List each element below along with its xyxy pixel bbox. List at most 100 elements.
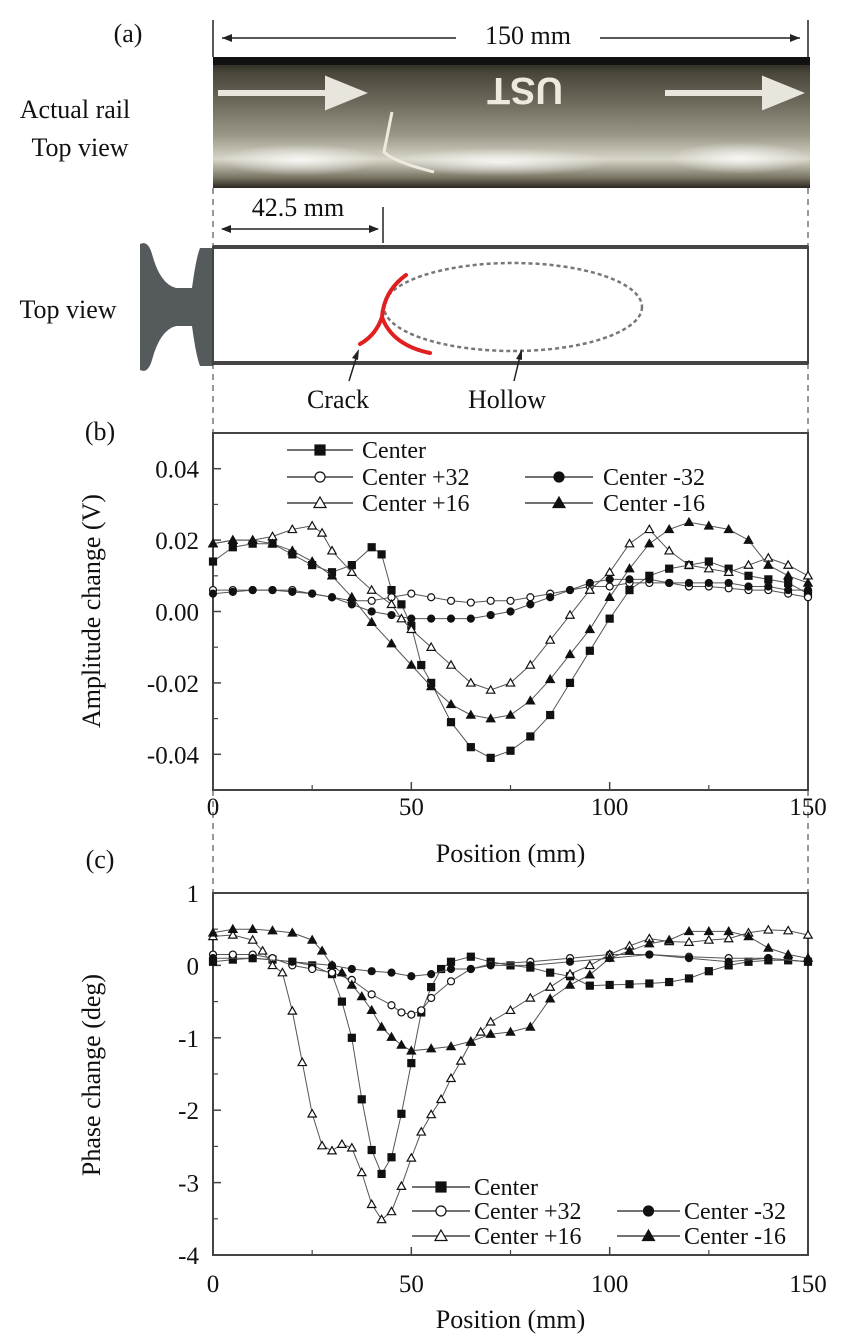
data-point-open-triangle	[505, 677, 516, 687]
data-point-filled-circle	[625, 575, 634, 584]
data-point-filled-circle	[565, 585, 575, 595]
series-centerminus16	[207, 516, 814, 723]
data-point-filled-triangle	[663, 523, 675, 534]
data-point-filled-square	[377, 1169, 386, 1179]
data-point-filled-triangle	[644, 938, 655, 948]
data-point-open-triangle	[287, 1005, 298, 1015]
data-point-filled-circle	[446, 964, 456, 974]
data-point-filled-circle	[347, 964, 356, 974]
data-point-filled-triangle	[247, 534, 258, 544]
data-point-filled-square	[665, 977, 674, 987]
data-point-filled-triangle	[445, 698, 457, 709]
data-point-filled-triangle	[287, 927, 298, 937]
data-point-open-circle	[446, 596, 456, 605]
x-tick-label: 0	[207, 1271, 220, 1298]
legend-entry: Center +32	[287, 465, 470, 491]
data-point-open-triangle	[257, 945, 268, 955]
data-point-filled-square	[585, 646, 594, 655]
data-point-open-triangle	[525, 659, 536, 669]
data-point-filled-triangle	[723, 523, 734, 534]
data-point-filled-triangle	[802, 952, 814, 962]
photo-label-line2: Top view	[31, 133, 128, 162]
data-point-open-triangle	[703, 934, 715, 944]
data-point-open-triangle	[445, 659, 457, 669]
data-point-filled-circle	[308, 589, 317, 598]
data-point-filled-square	[208, 557, 218, 566]
length-dimension: 150 mm	[485, 21, 571, 50]
data-point-open-triangle	[723, 566, 734, 576]
data-point-open-circle	[387, 1001, 396, 1010]
data-point-filled-triangle	[743, 534, 754, 544]
data-point-filled-circle	[407, 972, 416, 981]
data-point-filled-triangle	[644, 538, 655, 548]
data-point-filled-triangle	[465, 709, 477, 719]
data-point-open-triangle	[416, 1126, 427, 1136]
x-axis-label: Position (mm)	[436, 839, 586, 868]
data-point-open-circle	[446, 977, 456, 986]
y-tick-label: -3	[178, 1171, 199, 1198]
data-point-open-triangle	[604, 566, 615, 576]
data-point-open-triangle	[485, 1016, 496, 1026]
data-point-open-circle	[427, 593, 436, 602]
data-point-filled-circle	[744, 582, 753, 591]
data-point-filled-square	[397, 600, 406, 609]
data-point-filled-circle	[724, 578, 733, 588]
data-point-open-triangle	[356, 1167, 367, 1177]
data-point-filled-triangle	[723, 925, 734, 936]
data-point-filled-square	[684, 974, 694, 983]
data-point-open-circle	[228, 950, 237, 959]
data-point-open-circle	[427, 993, 436, 1003]
data-point-filled-triangle	[683, 516, 695, 526]
data-point-open-triangle	[433, 1228, 449, 1242]
legend-entry: Center -32	[525, 465, 705, 491]
data-point-filled-triangle	[624, 945, 635, 955]
data-point-open-triangle	[564, 968, 576, 978]
data-point-filled-triangle	[425, 681, 437, 691]
data-point-open-triangle	[683, 559, 695, 569]
data-point-open-triangle	[584, 959, 596, 970]
data-point-open-circle	[367, 990, 376, 999]
data-point-open-circle	[466, 598, 475, 607]
data-point-open-circle	[605, 582, 614, 591]
data-point-filled-circle	[466, 964, 475, 974]
data-point-filled-square	[605, 614, 614, 623]
data-point-open-triangle	[346, 1142, 358, 1152]
rail-arrow-marking	[665, 75, 805, 111]
data-point-filled-square	[377, 550, 386, 559]
legend-label: Center -32	[684, 1199, 786, 1225]
data-point-filled-square	[546, 710, 555, 720]
data-point-filled-triangle	[227, 923, 239, 933]
data-point-filled-triangle	[227, 534, 239, 544]
x-tick-label: 100	[591, 1271, 629, 1298]
data-point-filled-triangle	[564, 979, 576, 989]
data-point-open-triangle	[475, 1026, 486, 1036]
x-tick-label: 50	[399, 794, 424, 821]
data-point-filled-triangle	[525, 1021, 536, 1031]
data-point-filled-triangle	[326, 570, 338, 580]
data-point-filled-square	[744, 571, 753, 580]
data-point-filled-triangle	[366, 1004, 377, 1015]
data-point-filled-square	[387, 585, 396, 595]
data-point-filled-square	[435, 1181, 447, 1193]
data-point-open-triangle	[445, 1072, 457, 1083]
data-point-filled-square	[486, 753, 495, 762]
rail-marking: UST	[487, 69, 563, 111]
data-point-filled-square	[546, 968, 555, 977]
data-point-open-triangle	[544, 634, 556, 644]
data-point-filled-triangle	[207, 538, 219, 548]
data-point-open-triangle	[316, 1140, 328, 1150]
y-axis-label: Amplitude change (V)	[77, 494, 106, 728]
data-point-open-triangle	[247, 934, 258, 944]
data-point-filled-square	[645, 979, 654, 988]
series-centerminus32	[208, 950, 813, 981]
data-point-filled-square	[506, 746, 515, 755]
data-point-open-triangle	[782, 559, 794, 569]
data-point-open-triangle	[287, 523, 298, 534]
data-point-filled-square	[407, 1059, 416, 1068]
photo-label-line1: Actual rail	[20, 95, 130, 124]
data-point-filled-square	[367, 543, 376, 552]
data-point-filled-triangle	[802, 577, 814, 587]
legend-label: Center -32	[603, 465, 705, 491]
data-point-filled-circle	[565, 957, 575, 966]
